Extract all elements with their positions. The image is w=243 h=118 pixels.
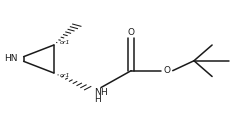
Text: or1: or1: [60, 40, 70, 45]
Text: or1: or1: [60, 73, 70, 78]
Text: H: H: [94, 95, 100, 104]
Text: N: N: [94, 88, 100, 97]
Text: H: H: [100, 88, 107, 97]
Text: O: O: [128, 28, 135, 37]
Text: O: O: [164, 66, 171, 75]
Text: HN: HN: [4, 54, 18, 63]
